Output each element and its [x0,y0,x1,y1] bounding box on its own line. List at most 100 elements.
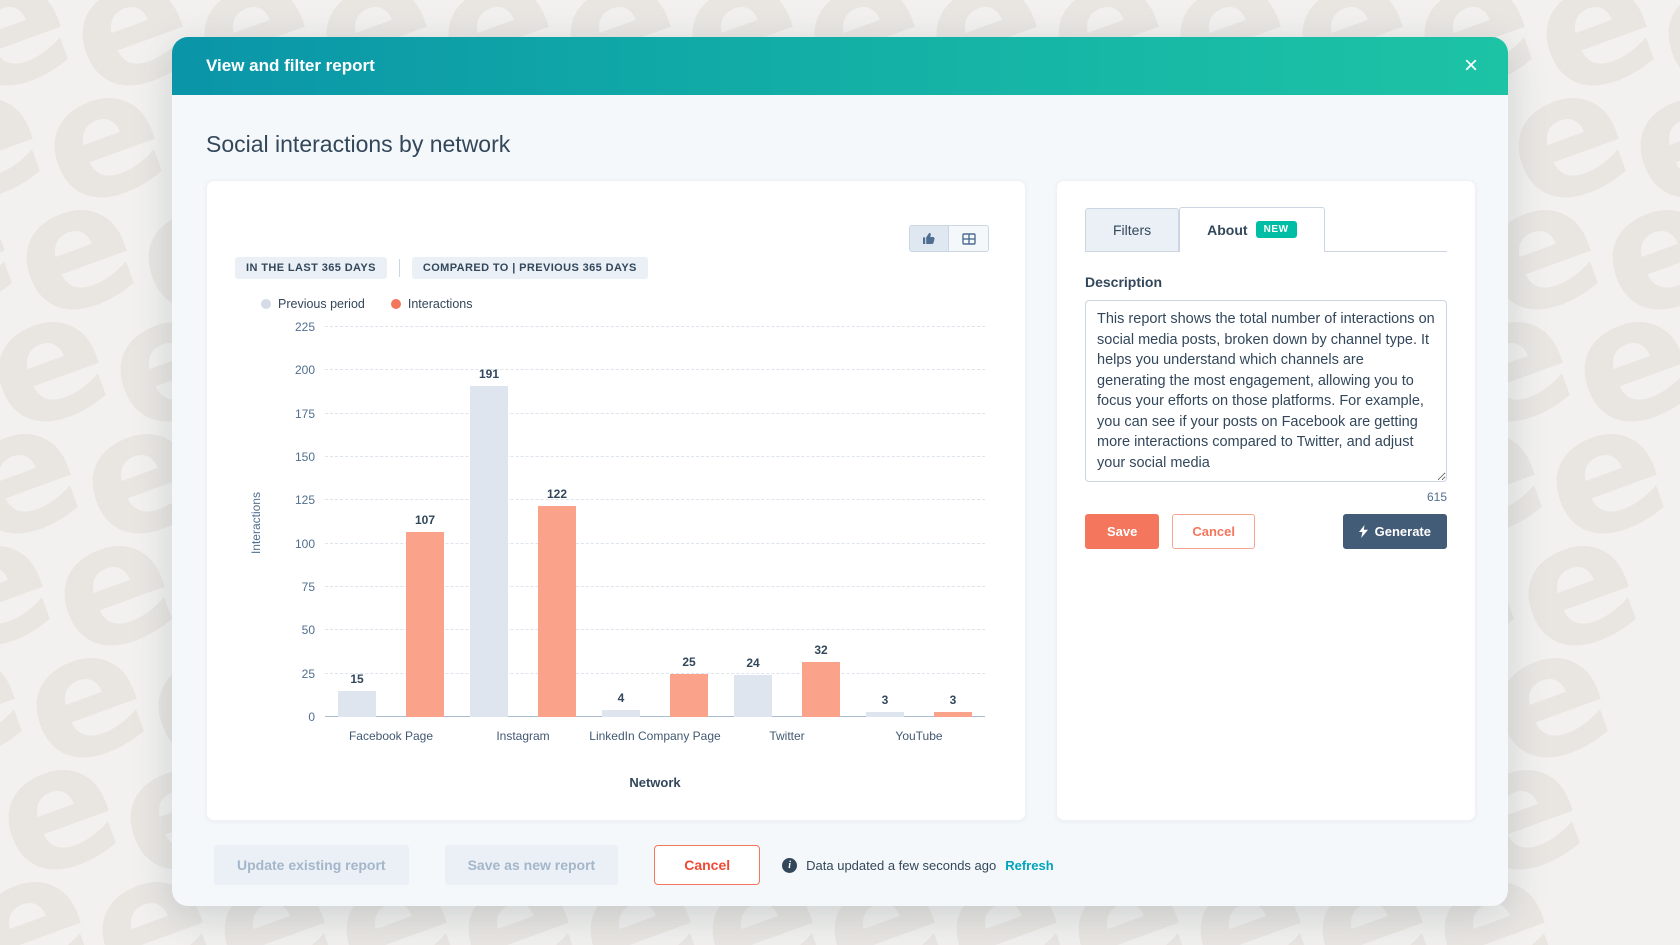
view-filter-report-modal: View and filter report × Social interact… [172,37,1508,906]
modal-body: Social interactions by network IN THE LA… [172,131,1508,885]
bar-column: 107 [406,327,444,717]
bar-value-label: 191 [478,366,500,381]
modal-title: View and filter report [206,56,375,75]
legend-dot [390,299,401,309]
generate-button[interactable]: Generate [1342,514,1447,549]
modal-footer: Update existing report Save as new repor… [206,845,1477,885]
gridline [325,716,985,717]
y-tick-label: 200 [294,363,315,378]
footer-cancel-button[interactable]: Cancel [654,845,761,885]
x-category-label: Instagram [496,729,550,743]
bar-group: 4 25 [602,327,708,717]
chart-plot: Network 0 25 50 75 100 125 150 175 200 225 15 107 Fa… [295,320,985,790]
tab-filters[interactable]: Filters [1085,208,1180,251]
gridline [325,542,985,544]
bar-value-label: 3 [881,692,889,707]
bar-column: 15 [338,327,376,717]
x-category-label: Facebook Page [348,729,434,743]
bar-value-label: 3 [949,692,957,707]
bar-column: 25 [670,327,708,717]
bar [802,661,840,717]
bar-column: 122 [538,327,576,717]
update-existing-report-button[interactable]: Update existing report [214,845,409,885]
bar [470,385,508,717]
cards-row: IN THE LAST 365 DAYS COMPARED TO | PREVI… [206,180,1477,821]
legend-dot [261,299,271,309]
bar-column: 24 [734,327,772,717]
thumbs-up-icon[interactable] [909,225,949,252]
bar [538,505,576,717]
filters-about-panel: Filters About NEW Description This repor… [1056,180,1476,821]
bar-value-label: 15 [350,672,364,686]
gridline [325,672,985,674]
chart-card: IN THE LAST 365 DAYS COMPARED TO | PREVI… [206,180,1026,821]
chart-type-toggle [909,225,989,252]
description-textarea[interactable]: This report shows the total number of in… [1085,300,1447,482]
bar [406,531,444,717]
chart-area: Interactions Network 0 25 50 75 100 125 150 175… [235,320,997,790]
gridline [325,629,985,631]
gridline [325,326,985,327]
gridline [325,369,985,371]
x-category-label: YouTube [895,729,943,743]
y-tick-label: 100 [294,536,315,551]
save-as-new-report-button[interactable]: Save as new report [444,845,619,885]
bar-group: 15 107 [338,327,444,717]
tab-about-label: About [1207,221,1248,238]
bar-value-label: 107 [414,512,436,527]
description-label: Description [1085,274,1163,290]
x-category-label: LinkedIn Company Page [589,729,721,743]
bar-column: 3 [934,327,972,717]
bar-column: 191 [470,327,508,717]
info-icon: i [782,857,798,873]
lightning-bolt-icon [1358,525,1368,538]
generate-label: Generate [1374,524,1431,539]
badge-divider [398,259,400,277]
bar-value-label: 122 [546,486,568,501]
bar-column: 3 [866,327,904,717]
new-badge: NEW [1255,221,1297,238]
y-tick-label: 150 [294,450,315,464]
y-tick-label: 0 [308,710,315,724]
bar [934,711,972,717]
date-range-badge: IN THE LAST 365 DAYS [235,257,387,279]
bar [338,691,376,717]
bar-group: 191 122 [470,327,576,717]
char-count: 615 [1426,490,1447,504]
tab-filters-label: Filters [1113,222,1152,238]
bar-group: 24 32 [734,327,840,717]
gridline [325,499,985,501]
date-range-row: IN THE LAST 365 DAYS COMPARED TO | PREVI… [235,257,997,279]
y-tick-label: 125 [294,493,315,508]
legend-label: Previous period [278,297,365,311]
gridline [325,586,985,587]
y-axis-label: Interactions [249,492,263,555]
y-tick-label: 75 [301,580,315,594]
y-tick-label: 225 [294,320,315,334]
legend-label: Interactions [407,297,473,311]
bar-value-label: 24 [746,656,760,671]
x-axis-label: Network [629,775,681,790]
refresh-link[interactable]: Refresh [1005,857,1054,873]
data-status: i Data updated a few seconds ago Refresh [782,857,1054,873]
tab-about[interactable]: About NEW [1179,207,1325,252]
panel-cancel-button[interactable]: Cancel [1172,514,1256,549]
legend-item: Previous period [261,297,365,311]
y-tick-label: 25 [301,666,315,681]
table-icon[interactable] [949,225,989,252]
y-tick-label: 175 [294,406,315,421]
bar-value-label: 4 [617,691,625,706]
modal-header: View and filter report × [172,37,1508,95]
chart-legend: Previous period Interactions [235,297,997,311]
save-button[interactable]: Save [1085,514,1160,549]
close-icon[interactable]: × [1463,52,1478,79]
y-tick-label: 50 [301,623,315,638]
bar-value-label: 25 [682,654,696,669]
bar [602,710,640,717]
gridline [325,412,985,414]
gridline [325,456,985,457]
bar [670,673,708,717]
status-text: Data updated a few seconds ago [806,857,997,873]
bar [734,675,772,717]
